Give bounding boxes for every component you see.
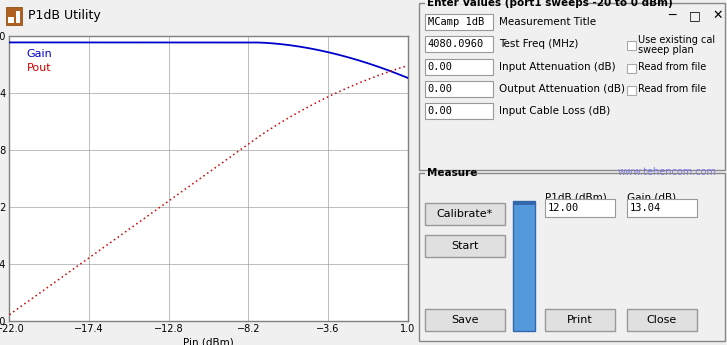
Bar — [513, 201, 535, 205]
Text: Read from file: Read from file — [638, 62, 706, 72]
Text: Pout: Pout — [27, 63, 52, 73]
Text: P1dB Utility: P1dB Utility — [28, 9, 101, 22]
Text: 0.00: 0.00 — [427, 106, 453, 116]
Text: Measure: Measure — [427, 168, 477, 178]
Text: MCamp 1dB: MCamp 1dB — [427, 17, 484, 27]
Bar — [425, 81, 493, 97]
Text: □: □ — [689, 9, 701, 22]
Bar — [8, 17, 14, 23]
Text: 13.04: 13.04 — [630, 203, 661, 213]
Text: 12.00: 12.00 — [547, 203, 579, 213]
Text: Close: Close — [647, 315, 677, 325]
Bar — [16, 11, 20, 23]
Bar — [425, 36, 493, 52]
Bar — [425, 203, 505, 225]
Text: Enter Values (port1 sweeps -20 to 0 dBm): Enter Values (port1 sweeps -20 to 0 dBm) — [427, 0, 672, 8]
Text: Input Attenuation (dB): Input Attenuation (dB) — [499, 62, 615, 72]
Text: Use existing cal: Use existing cal — [638, 35, 715, 45]
Text: Gain (dB): Gain (dB) — [627, 192, 676, 202]
Bar — [545, 309, 615, 331]
Bar — [627, 86, 636, 95]
Bar — [513, 201, 535, 331]
Bar — [425, 103, 493, 119]
Bar — [545, 199, 615, 217]
Bar — [419, 173, 725, 341]
Bar — [425, 309, 505, 331]
Bar — [627, 64, 636, 73]
Text: Test Freq (MHz): Test Freq (MHz) — [499, 39, 578, 49]
Text: Measurement Title: Measurement Title — [499, 17, 596, 27]
Text: Print: Print — [567, 315, 593, 325]
Bar — [425, 235, 505, 257]
Text: Start: Start — [451, 241, 478, 251]
Text: Gain: Gain — [27, 49, 52, 59]
Text: Calibrate*: Calibrate* — [436, 209, 493, 219]
Bar — [627, 309, 697, 331]
Bar — [627, 41, 636, 50]
Text: ✕: ✕ — [712, 9, 723, 22]
Bar — [627, 199, 697, 217]
Text: 0.00: 0.00 — [427, 84, 453, 94]
Bar — [425, 14, 493, 30]
Bar — [425, 59, 493, 75]
X-axis label: Pin (dBm): Pin (dBm) — [183, 338, 234, 345]
Bar — [6, 7, 22, 25]
Text: 4080.0960: 4080.0960 — [427, 39, 484, 49]
Text: www.tehencom.com: www.tehencom.com — [618, 167, 717, 177]
Text: Input Cable Loss (dB): Input Cable Loss (dB) — [499, 106, 610, 116]
Text: 0.00: 0.00 — [427, 62, 453, 72]
Text: sweep plan: sweep plan — [638, 45, 694, 55]
Text: Read from file: Read from file — [638, 84, 706, 94]
Text: P1dB (dBm): P1dB (dBm) — [545, 192, 606, 202]
Text: Output Attenuation (dB): Output Attenuation (dB) — [499, 84, 624, 94]
Bar — [419, 3, 725, 170]
Text: ─: ─ — [668, 9, 676, 22]
Bar — [425, 172, 456, 174]
Text: Save: Save — [451, 315, 478, 325]
Bar — [425, 2, 585, 4]
